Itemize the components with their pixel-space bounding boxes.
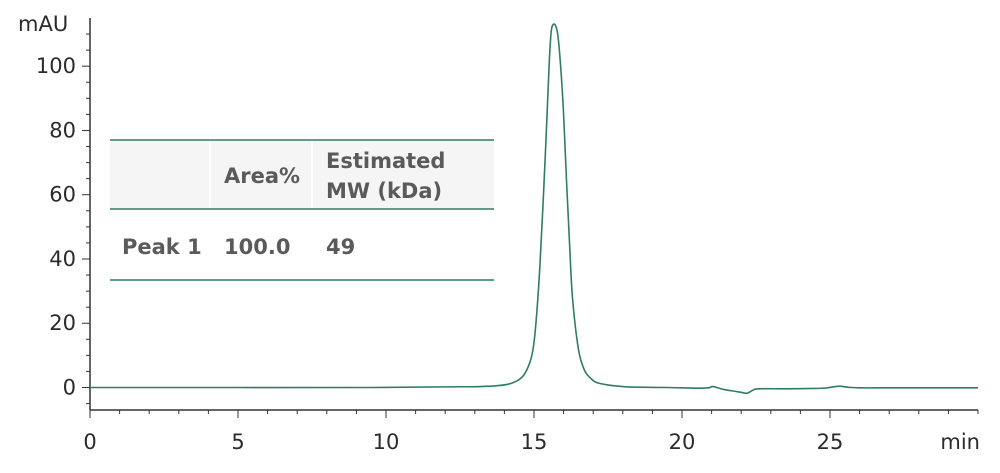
table-cell-area: 100.0 <box>224 235 290 259</box>
x-axis-label: min <box>940 430 980 454</box>
x-tick-label: 5 <box>231 430 244 454</box>
table-header-mw-line2: MW (kDa) <box>326 179 442 203</box>
y-tick-label: 80 <box>49 118 76 142</box>
y-tick-label: 60 <box>49 183 76 207</box>
y-axis: 0 20 40 60 80 100 mAU <box>18 12 91 410</box>
table-header-mw-line1: Estimated <box>326 149 445 173</box>
chromatogram-trace <box>90 23 978 395</box>
x-tick-label: 20 <box>669 430 696 454</box>
table-cell-mw: 49 <box>326 235 355 259</box>
table-cell-peak-name: Peak 1 <box>122 235 202 259</box>
y-tick-label: 20 <box>49 311 76 335</box>
y-tick-label: 100 <box>36 54 76 78</box>
plot-area <box>90 23 978 395</box>
y-axis-label: mAU <box>18 12 68 36</box>
y-tick-label: 40 <box>49 247 76 271</box>
x-tick-label: 15 <box>521 430 548 454</box>
x-axis: 0 5 10 15 20 25 min <box>83 409 980 454</box>
table-header-background <box>110 140 494 209</box>
x-tick-label: 10 <box>373 430 400 454</box>
y-tick-label: 0 <box>63 376 76 400</box>
table-header-area: Area% <box>224 164 300 188</box>
x-tick-label: 0 <box>83 430 96 454</box>
results-table: Area% Estimated MW (kDa) Peak 1 100.0 49 <box>110 139 494 281</box>
table-header-mw: Estimated MW (kDa) <box>326 149 453 203</box>
x-tick-label: 25 <box>817 430 844 454</box>
